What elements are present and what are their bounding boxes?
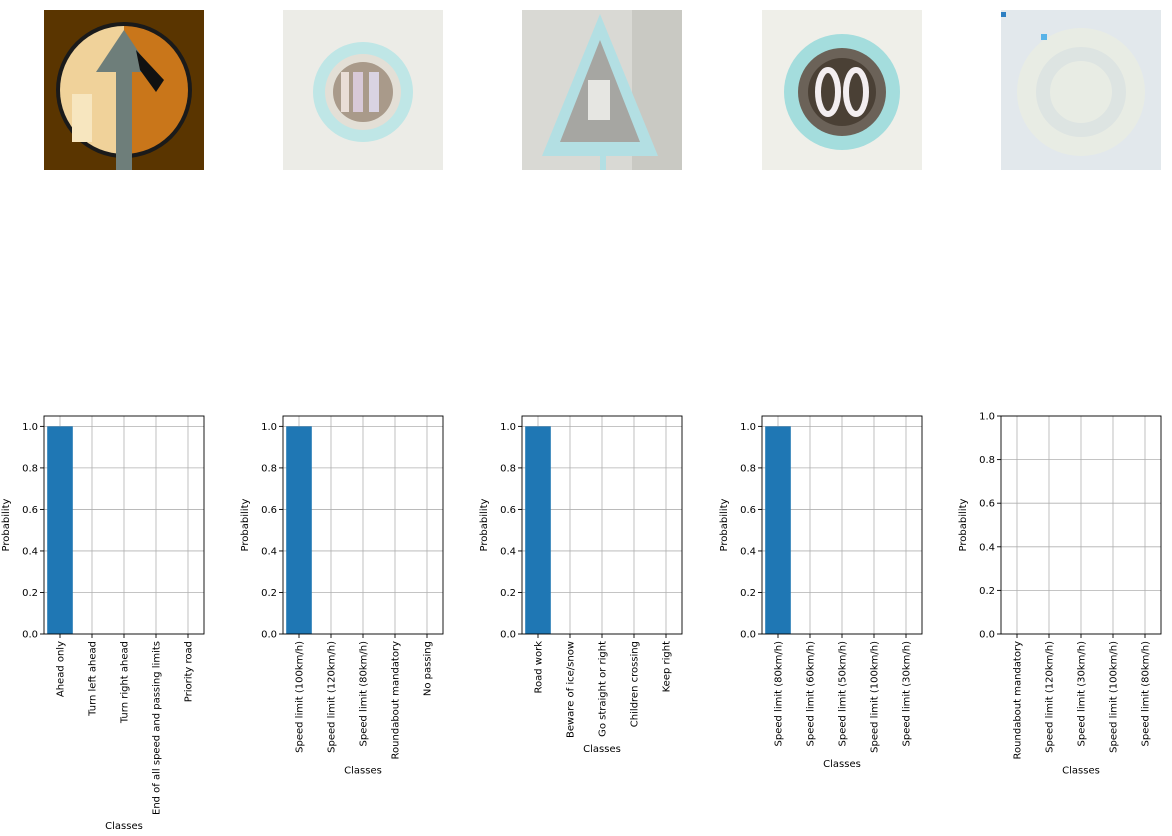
y-tick-label: 0.2 xyxy=(22,588,38,599)
x-tick-label: Priority road xyxy=(184,641,195,702)
y-tick-label: 0.2 xyxy=(979,586,995,597)
chart-1: 0.0 0.2 0.4 0.6 0.8 1.0 Ahead only Turn left ah… xyxy=(1,415,205,832)
y-tick-label: 0.2 xyxy=(740,588,756,599)
x-tick-label: No passing xyxy=(423,641,434,696)
y-axis-title: Probability xyxy=(240,498,251,551)
x-tick-label: Speed limit (80km/h) xyxy=(359,641,370,747)
speed-limit-80-sign-image xyxy=(762,10,922,170)
x-tick-label: Speed limit (100km/h) xyxy=(295,641,306,753)
x-tick-label: Speed limit (60km/h) xyxy=(806,641,817,747)
x-axis-title: Classes xyxy=(105,821,143,832)
x-tick-label: Ahead only xyxy=(56,641,67,697)
x-tick-label: Speed limit (30km/h) xyxy=(902,641,913,747)
y-tick-label: 0.4 xyxy=(740,546,756,557)
x-tick-label: Beware of ice/snow xyxy=(566,641,577,738)
ahead-only-sign-image xyxy=(44,10,204,170)
x-tick-label: Speed limit (100km/h) xyxy=(1109,641,1120,753)
y-tick-label: 0.8 xyxy=(979,455,995,466)
speed-limit-100-sign-image xyxy=(283,10,443,170)
y-tick-label: 0.0 xyxy=(261,630,277,641)
roundabout-sign-image xyxy=(1001,10,1161,170)
y-axis-title: Probability xyxy=(1,498,12,551)
y-axis-title: Probability xyxy=(479,498,490,551)
y-tick-label: 1.0 xyxy=(261,422,277,433)
y-tick-label: 0.6 xyxy=(740,505,756,516)
x-axis-title: Classes xyxy=(823,759,861,770)
y-tick-label: 0.6 xyxy=(979,499,995,510)
y-tick-label: 0.4 xyxy=(500,546,516,557)
x-tick-label: Roundabout mandatory xyxy=(391,641,402,760)
y-tick-label: 1.0 xyxy=(500,422,516,433)
chart-4: 0.0 0.2 0.4 0.6 0.8 1.0 Speed limit (80km/h) Sp… xyxy=(719,415,923,770)
y-tick-label: 0.6 xyxy=(261,505,277,516)
y-tick-label: 0.2 xyxy=(500,588,516,599)
x-tick-label: Go straight or right xyxy=(598,641,609,737)
x-axis-title: Classes xyxy=(1062,765,1100,776)
bar xyxy=(286,426,312,634)
y-tick-label: 0.0 xyxy=(979,630,995,641)
x-tick-label: Speed limit (30km/h) xyxy=(1077,641,1088,747)
y-tick-label: 0.6 xyxy=(500,505,516,516)
x-tick-label: Roundabout mandatory xyxy=(1013,641,1024,760)
x-tick-label: Speed limit (80km/h) xyxy=(774,641,785,747)
bar xyxy=(47,426,73,634)
x-tick-label: End of all speed and passing limits xyxy=(152,641,163,815)
y-tick-label: 0.8 xyxy=(261,463,277,474)
y-tick-label: 0.8 xyxy=(22,463,38,474)
road-work-sign-image xyxy=(522,10,682,170)
x-tick-label: Speed limit (120km/h) xyxy=(327,641,338,753)
x-tick-label: Turn left ahead xyxy=(88,641,99,717)
x-tick-label: Keep right xyxy=(662,641,673,692)
x-axis-title: Classes xyxy=(344,765,382,776)
y-tick-label: 0.0 xyxy=(500,630,516,641)
x-tick-label: Speed limit (100km/h) xyxy=(870,641,881,753)
x-tick-label: Speed limit (80km/h) xyxy=(1141,641,1152,747)
y-tick-label: 1.0 xyxy=(740,422,756,433)
x-axis-title: Classes xyxy=(583,744,621,755)
y-tick-label: 0.6 xyxy=(22,505,38,516)
x-tick-label: Children crossing xyxy=(630,641,641,727)
chart-3: 0.0 0.2 0.4 0.6 0.8 1.0 Road work Beware of ice… xyxy=(479,415,683,755)
y-tick-label: 0.8 xyxy=(740,463,756,474)
y-axis-title: Probability xyxy=(719,498,730,551)
x-tick-label: Speed limit (120km/h) xyxy=(1045,641,1056,753)
y-tick-label: 1.0 xyxy=(22,422,38,433)
y-tick-label: 0.0 xyxy=(740,630,756,641)
y-tick-label: 1.0 xyxy=(979,412,995,423)
chart-5: 0.0 0.2 0.4 0.6 0.8 1.0 Roundabout mandatory Sp… xyxy=(958,412,1162,776)
y-tick-label: 0.4 xyxy=(261,546,277,557)
chart-2: 0.0 0.2 0.4 0.6 0.8 1.0 Speed limit (100km/h) S… xyxy=(240,415,444,776)
y-tick-label: 0.4 xyxy=(22,546,38,557)
y-axis-title: Probability xyxy=(958,498,969,551)
x-tick-label: Road work xyxy=(534,641,545,694)
x-tick-label: Turn right ahead xyxy=(120,641,131,724)
y-tick-label: 0.0 xyxy=(22,630,38,641)
y-tick-label: 0.8 xyxy=(500,463,516,474)
bar xyxy=(765,426,791,634)
bar xyxy=(525,426,551,634)
y-tick-label: 0.2 xyxy=(261,588,277,599)
y-tick-label: 0.4 xyxy=(979,542,995,553)
x-tick-label: Speed limit (50km/h) xyxy=(838,641,849,747)
